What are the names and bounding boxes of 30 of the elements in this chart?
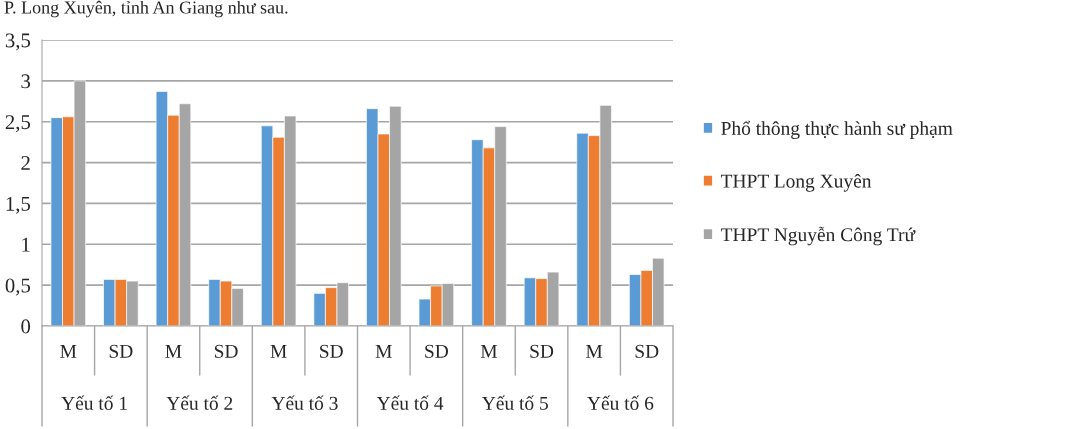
chart-title: P. Long Xuyên, tỉnh An Giang như sau. xyxy=(4,0,288,18)
y-tick-label: 0,5 xyxy=(5,278,31,296)
y-tick-label: 0 xyxy=(21,319,31,334)
x-tick-label: SD xyxy=(109,344,133,358)
text: Yếu tố 3 xyxy=(271,395,338,410)
x-tick-label: SD xyxy=(530,344,554,358)
x-tick-label: SD xyxy=(320,344,343,358)
y-tick-label: 3,5 xyxy=(5,33,31,51)
y-tick-label: 2 xyxy=(21,156,30,170)
x-tick-label: M xyxy=(60,344,77,358)
y-tick-label: 3 xyxy=(21,74,31,89)
text: Yếu tố 4 xyxy=(376,395,444,410)
x-tick-label: SD xyxy=(425,344,449,358)
legend-label: THPT Long Xuyên xyxy=(720,173,872,192)
x-tick-label: M xyxy=(270,344,287,358)
text: Yếu tố 6 xyxy=(587,395,654,410)
y-tick-label: 2,5 xyxy=(5,115,31,133)
text: Yếu tố 1 xyxy=(61,395,127,410)
x-tick-label: M xyxy=(480,344,498,358)
text: Yếu tố 5 xyxy=(481,395,548,410)
y-tick-label: 1 xyxy=(22,237,30,252)
x-tick-label: M xyxy=(375,344,392,358)
x-tick-label: M xyxy=(165,344,182,358)
legend-label: Phổ thông thực hành sư phạm xyxy=(721,120,953,139)
x-tick-label: M xyxy=(586,344,603,358)
x-tick-label: SD xyxy=(214,344,238,358)
text: Yếu tố 2 xyxy=(166,395,233,410)
x-tick-label: SD xyxy=(635,344,659,358)
y-tick-label: 1,5 xyxy=(6,196,31,214)
legend-label: THPT Nguyễn Công Trứ xyxy=(720,226,916,246)
